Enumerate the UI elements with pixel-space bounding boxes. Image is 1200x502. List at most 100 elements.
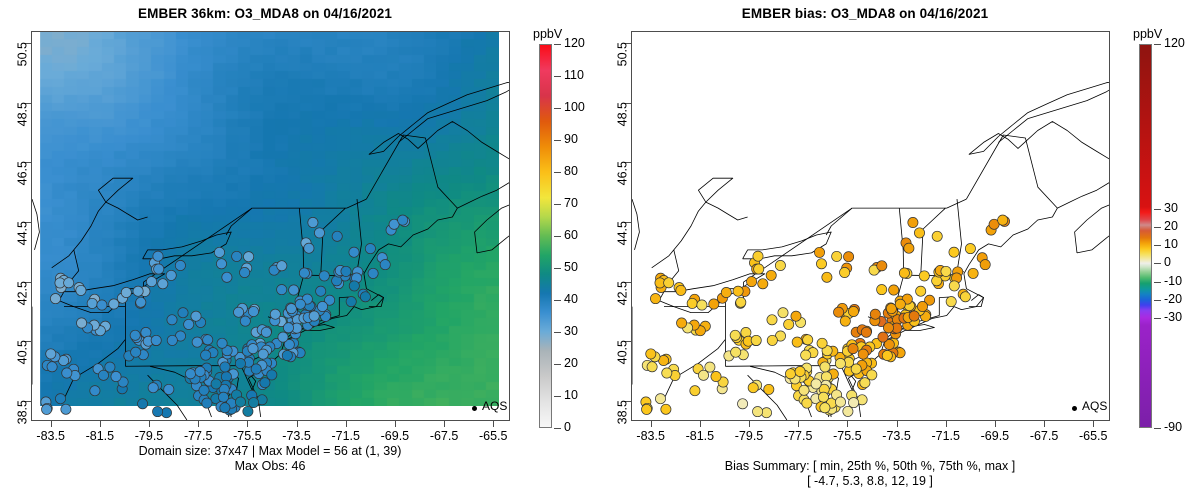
station-marker [783, 318, 795, 330]
colorbar-tick-label: 30 [564, 324, 578, 338]
x-axis-tick [50, 420, 52, 427]
station-marker [945, 296, 957, 308]
station-marker [757, 278, 769, 290]
station-marker [259, 377, 271, 389]
station-marker [317, 301, 328, 312]
colorbar-tick-label: 120 [564, 36, 585, 50]
x-axis-tick [394, 420, 396, 427]
station-marker [753, 263, 765, 275]
station-marker [308, 310, 320, 322]
station-marker [959, 291, 971, 303]
station-marker [914, 227, 925, 239]
station-marker [266, 369, 278, 381]
station-marker [55, 393, 66, 405]
station-marker [876, 260, 888, 272]
colorbar-tick-label: 50 [564, 260, 578, 274]
y-axis-label: 38.5 [615, 400, 629, 425]
colorbar-tick-label: 110 [564, 68, 584, 82]
station-marker [243, 251, 255, 263]
colorbar-unit-label: ppbV [533, 27, 563, 41]
aqs-legend-label: AQS [482, 399, 508, 413]
colorbar-tick [554, 140, 561, 141]
aqs-legend-dot-icon [472, 406, 477, 411]
station-marker [288, 284, 300, 296]
station-marker [239, 267, 251, 278]
station-marker [850, 363, 862, 375]
station-marker [98, 369, 109, 381]
colorbar-tick [1154, 226, 1161, 228]
station-marker [948, 246, 960, 258]
station-marker [661, 367, 673, 379]
x-axis-label: -67.5 [1029, 429, 1059, 443]
station-marker [831, 250, 843, 262]
panel-title: EMBER bias: O3_MDA8 on 04/16/2021 [741, 6, 989, 21]
station-marker [201, 397, 213, 409]
station-marker [324, 294, 336, 306]
x-axis-tick [1044, 420, 1046, 427]
y-axis-tick [624, 281, 631, 283]
station-marker [857, 348, 869, 360]
station-marker [191, 336, 203, 348]
colorbar-tick [1154, 208, 1161, 210]
station-marker [816, 258, 827, 270]
station-marker [388, 218, 400, 230]
y-axis-tick [624, 401, 631, 403]
station-marker [708, 298, 720, 310]
station-marker [835, 396, 846, 408]
station-marker [907, 217, 919, 228]
station-marker [219, 361, 231, 373]
station-marker [967, 267, 979, 279]
station-marker [89, 385, 101, 397]
x-axis-label: -75.5 [833, 429, 862, 443]
station-marker [814, 246, 825, 258]
y-axis-label: 38.5 [15, 400, 29, 425]
station-marker [283, 339, 295, 350]
station-marker [720, 287, 732, 298]
station-marker [766, 314, 778, 326]
x-axis-label: -65.5 [1078, 429, 1108, 443]
station-marker [367, 267, 379, 279]
station-marker [785, 368, 796, 380]
x-axis-tick [444, 420, 446, 427]
station-marker [174, 260, 186, 271]
colorbar-tick [554, 108, 561, 109]
colorbar-model: ppbV 120 110 100 90 80 70 60 50 40 30 20 10 0 [525, 0, 600, 470]
station-marker [931, 230, 943, 242]
station-marker [940, 265, 952, 277]
colorbar-tick-label: 80 [564, 164, 578, 178]
station-marker [819, 402, 831, 414]
station-marker [314, 227, 325, 239]
station-marker [655, 393, 666, 405]
map-plot-area [631, 31, 1110, 421]
station-marker [221, 271, 233, 283]
station-marker [163, 383, 175, 395]
station-marker [239, 315, 251, 327]
station-marker [834, 358, 846, 369]
colorbar-tick [554, 44, 561, 45]
station-marker [132, 285, 144, 297]
y-axis-label: 48.5 [615, 101, 629, 126]
station-marker [883, 339, 895, 350]
y-axis: 38.5 40.5 42.5 44.5 46.5 48.5 50.5 [600, 31, 631, 424]
station-marker [848, 306, 859, 317]
station-marker [129, 329, 141, 341]
station-marker [397, 214, 409, 226]
colorbar-tick [1154, 428, 1161, 429]
station-marker [202, 334, 214, 346]
x-axis-label: -83.5 [36, 429, 65, 443]
station-marker [147, 382, 159, 394]
y-axis-label: 40.5 [615, 340, 629, 365]
x-axis-tick [198, 420, 200, 427]
station-marker [348, 280, 360, 292]
station-marker [794, 366, 806, 377]
station-marker [307, 217, 319, 228]
colorbar-tick [554, 236, 561, 237]
x-axis-label: -69.5 [380, 429, 410, 443]
colorbar-tick-label: 120 [1164, 36, 1185, 50]
station-marker [800, 349, 812, 361]
aqs-station-markers [40, 214, 410, 419]
station-marker [50, 293, 61, 305]
x-axis-label: -71.5 [931, 429, 960, 443]
station-marker [135, 296, 147, 308]
